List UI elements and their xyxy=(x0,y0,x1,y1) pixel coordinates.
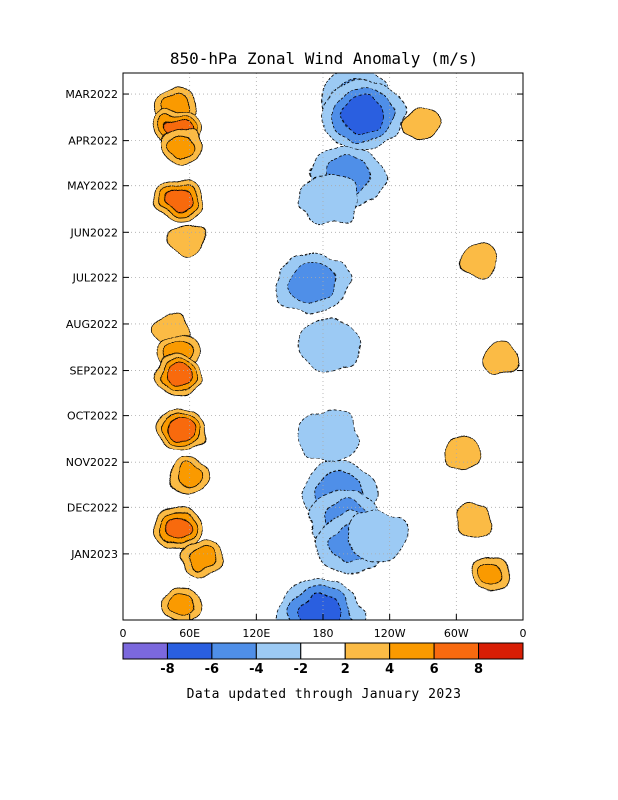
gridlines xyxy=(123,73,523,620)
y-tick-label: APR2022 xyxy=(68,135,118,148)
y-tick-label: OCT2022 xyxy=(67,410,118,423)
anomaly-contour xyxy=(288,263,336,304)
colorbar-label: -2 xyxy=(294,662,308,677)
y-tick-label: JUN2022 xyxy=(69,226,118,239)
x-tick-label: 0 xyxy=(520,627,527,640)
colorbar-swatch xyxy=(166,642,213,660)
anomaly-feature xyxy=(404,106,442,139)
anomaly-feature xyxy=(460,244,497,278)
anomaly-contour xyxy=(345,509,407,563)
anomaly-feature xyxy=(320,80,406,150)
anomaly-feature xyxy=(278,579,364,620)
colorbar-swatch xyxy=(255,642,302,660)
anomaly-contour xyxy=(165,517,192,540)
anomaly-contour xyxy=(297,595,344,620)
x-axis: 0 60E 120E 180 120W 60W 0 xyxy=(120,614,527,640)
anomaly-feature xyxy=(169,221,206,255)
colorbar-swatch xyxy=(389,642,435,660)
x-tick-label: 120E xyxy=(242,627,270,640)
colorbar-swatch xyxy=(433,642,480,660)
anomaly-contour xyxy=(460,244,497,278)
colorbar-label: -6 xyxy=(205,662,219,677)
anomaly-field xyxy=(152,73,520,620)
x-tick-label: 120W xyxy=(374,627,406,640)
colorbar-swatch xyxy=(211,642,257,660)
anomaly-contour xyxy=(443,435,481,469)
anomaly-contour xyxy=(174,463,203,488)
anomaly-feature xyxy=(179,541,223,579)
anomaly-contour xyxy=(340,96,386,134)
colorbar-label: -8 xyxy=(160,662,174,677)
colorbar-label: -4 xyxy=(249,662,263,677)
anomaly-contour xyxy=(164,365,191,388)
anomaly-contour xyxy=(482,343,520,377)
anomaly-contour xyxy=(166,594,195,619)
y-tick-label: JUL2022 xyxy=(72,271,118,284)
anomaly-feature xyxy=(157,408,207,450)
footer-note: Data updated through January 2023 xyxy=(187,687,462,702)
colorbar-swatch xyxy=(300,642,346,660)
anomaly-feature xyxy=(482,343,520,377)
colorbar-swatch xyxy=(478,642,524,660)
anomaly-contour xyxy=(186,547,215,572)
colorbar-label: 2 xyxy=(341,662,350,677)
anomaly-contour xyxy=(475,562,504,588)
anomaly-feature xyxy=(443,435,481,469)
anomaly-contour xyxy=(168,418,196,441)
colorbar-label: 8 xyxy=(474,662,483,677)
anomaly-feature xyxy=(345,509,407,563)
colorbar-labels: -8 -6 -4 -2 2 4 6 8 xyxy=(160,662,483,677)
anomaly-feature xyxy=(298,318,359,372)
anomaly-feature xyxy=(167,457,210,495)
anomaly-feature xyxy=(159,588,203,620)
anomaly-feature xyxy=(298,410,359,464)
anomaly-contour xyxy=(454,504,492,538)
colorbar-swatch xyxy=(344,642,391,660)
y-tick-label: MAY2022 xyxy=(67,180,118,193)
colorbar-label: 4 xyxy=(385,662,394,677)
colorbar-swatch xyxy=(122,642,168,660)
anomaly-contour xyxy=(166,134,195,159)
anomaly-feature xyxy=(454,504,492,538)
anomaly-contour xyxy=(165,188,192,211)
anomaly-feature xyxy=(154,178,203,220)
y-tick-label: DEC2022 xyxy=(67,501,118,514)
y-tick-label: MAR2022 xyxy=(65,88,118,101)
anomaly-feature xyxy=(154,507,203,549)
x-tick-label: 60E xyxy=(179,627,200,640)
x-tick-label: 60W xyxy=(444,627,469,640)
anomaly-feature xyxy=(298,172,359,226)
anomaly-contour xyxy=(169,221,206,255)
x-tick-label: 0 xyxy=(120,627,127,640)
anomaly-contour xyxy=(298,318,359,372)
colorbar-label: 6 xyxy=(430,662,439,677)
y-tick-label: NOV2022 xyxy=(66,456,118,469)
anomaly-feature xyxy=(468,556,512,594)
y-tick-label: JAN2023 xyxy=(70,548,118,561)
anomaly-feature xyxy=(159,128,203,166)
anomaly-feature xyxy=(153,356,202,397)
colorbar xyxy=(122,642,524,660)
x-tick-label: 180 xyxy=(313,627,334,640)
anomaly-contour xyxy=(298,410,359,464)
y-tick-label: AUG2022 xyxy=(66,318,118,331)
anomaly-feature xyxy=(275,252,349,314)
anomaly-contour xyxy=(298,172,359,226)
y-axis: MAR2022 APR2022 MAY2022 JUN2022 JUL2022 AUG20… xyxy=(65,88,523,561)
anomaly-contour xyxy=(404,106,442,139)
chart-title: 850-hPa Zonal Wind Anomaly (m/s) xyxy=(170,49,478,68)
y-tick-label: SEP2022 xyxy=(69,365,118,378)
